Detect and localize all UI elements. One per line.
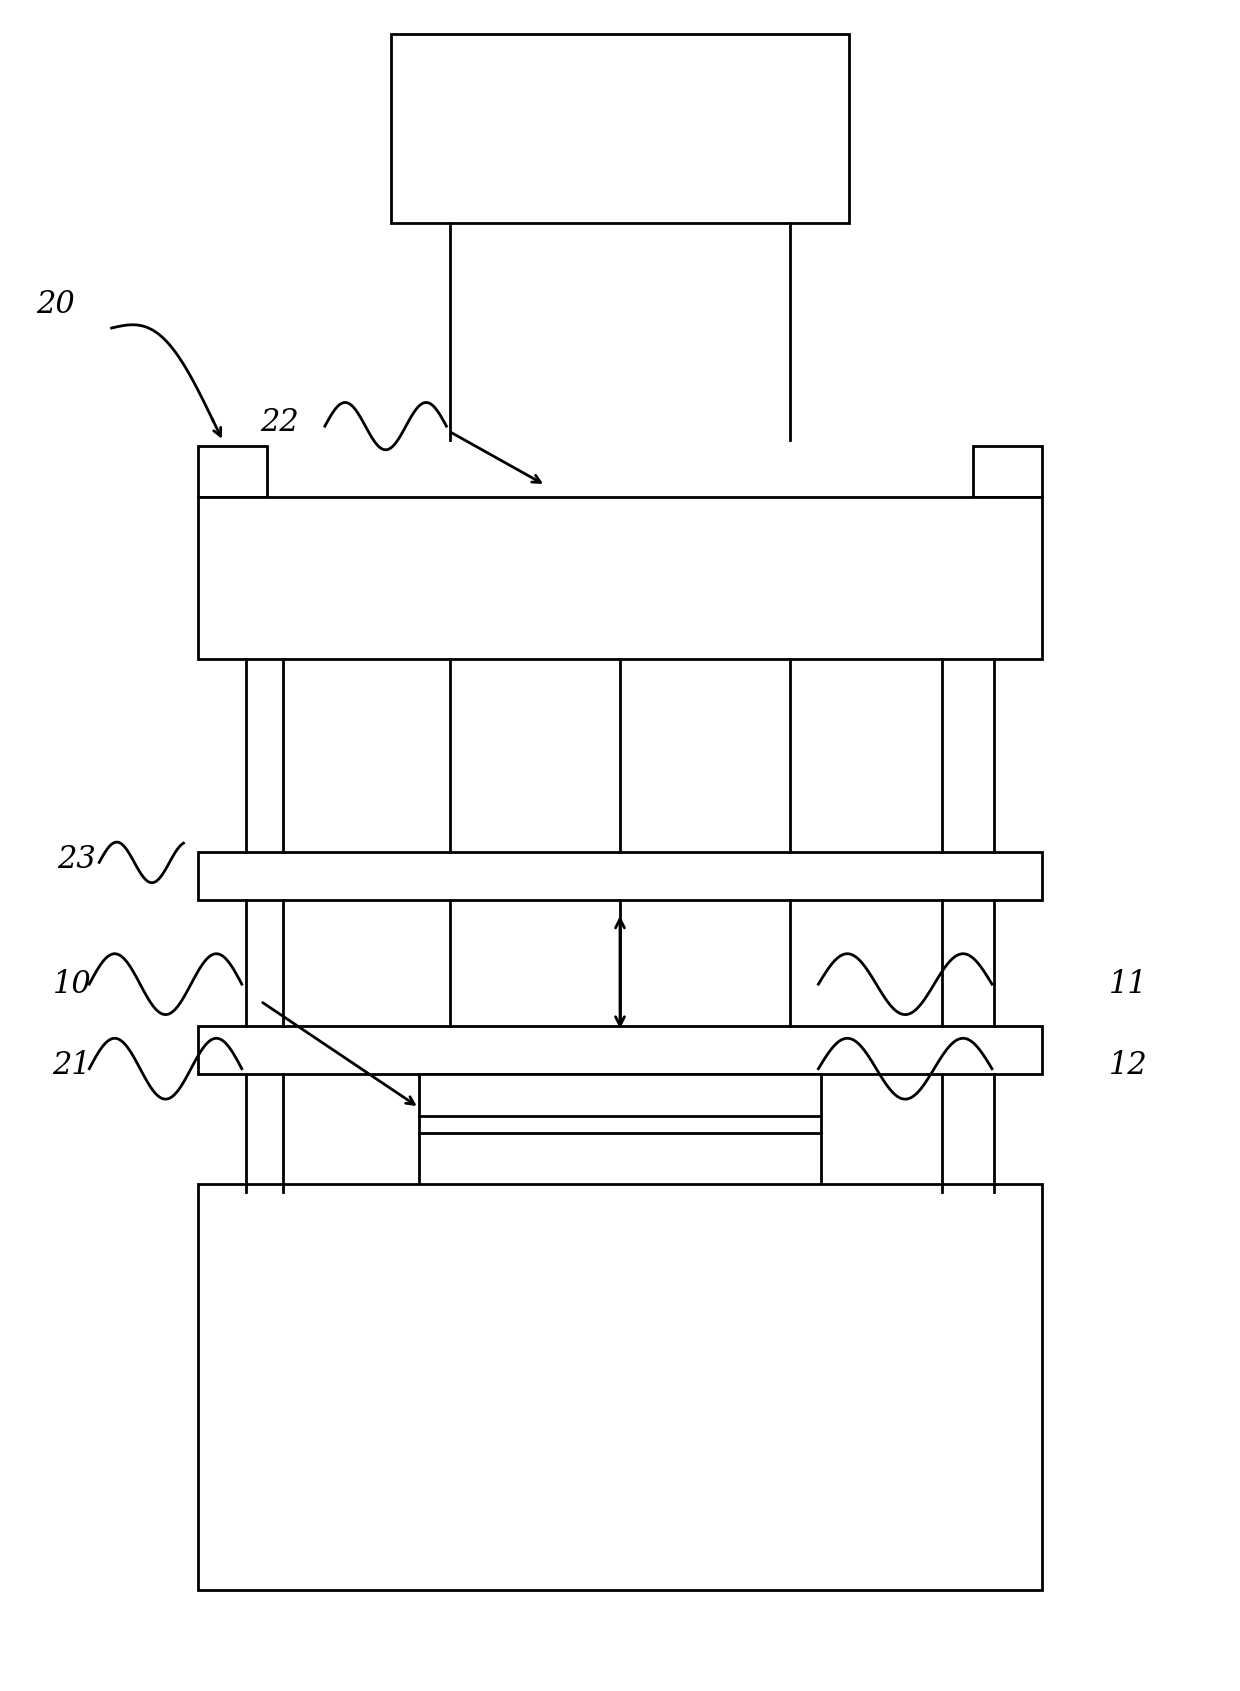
- Text: 11: 11: [1109, 969, 1148, 999]
- Text: 22: 22: [259, 408, 299, 438]
- Bar: [973, 446, 1042, 497]
- Text: 12: 12: [1109, 1050, 1148, 1081]
- Text: 20: 20: [36, 289, 76, 320]
- Bar: [198, 497, 1042, 659]
- Bar: [419, 1074, 821, 1234]
- Bar: [198, 446, 267, 497]
- Text: 23: 23: [57, 844, 97, 874]
- Bar: [391, 34, 849, 223]
- Bar: [198, 1184, 1042, 1590]
- Bar: [198, 1026, 1042, 1074]
- Text: 21: 21: [52, 1050, 92, 1081]
- Text: 10: 10: [52, 969, 92, 999]
- Bar: [198, 852, 1042, 900]
